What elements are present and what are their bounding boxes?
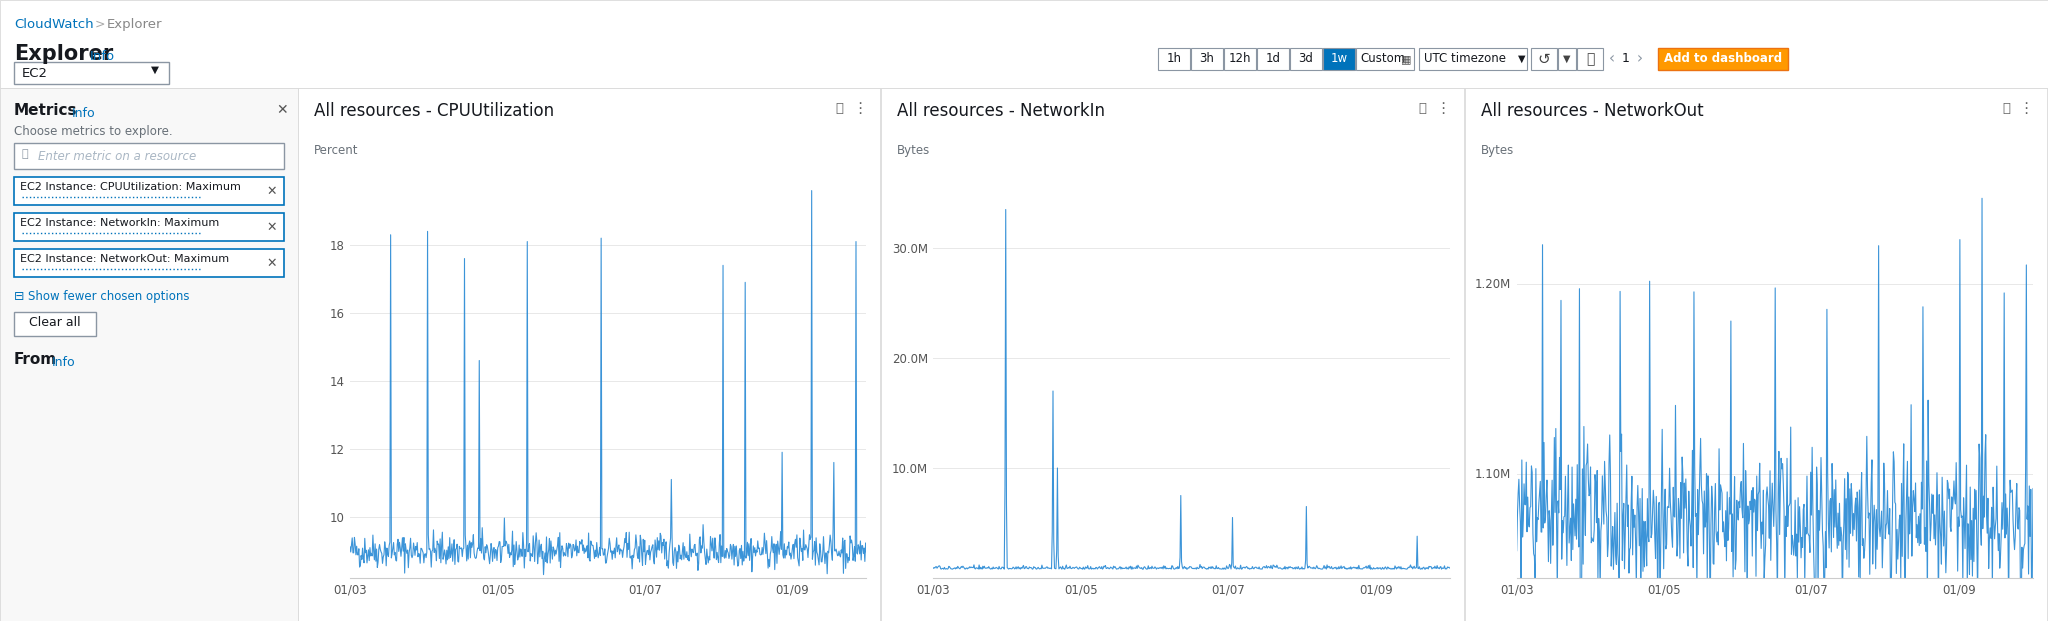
Bar: [1559, 48, 1577, 70]
Bar: [1464, 88, 2048, 621]
Bar: [14, 143, 285, 169]
Text: Enter metric on a resource: Enter metric on a resource: [39, 150, 197, 163]
Text: Info: Info: [90, 50, 115, 63]
Text: All resources - CPUUtilization: All resources - CPUUtilization: [313, 102, 555, 120]
Bar: [1577, 48, 1604, 70]
Text: EC2: EC2: [23, 67, 47, 80]
Text: Metrics: Metrics: [14, 103, 78, 118]
Text: Bytes: Bytes: [1481, 144, 1513, 157]
Bar: [14, 177, 285, 205]
Text: EC2 Instance: NetworkIn: Maximum: EC2 Instance: NetworkIn: Maximum: [20, 218, 219, 228]
Text: 3h: 3h: [1200, 53, 1214, 65]
Text: Choose metrics to explore.: Choose metrics to explore.: [14, 125, 172, 138]
Text: 1w: 1w: [1331, 53, 1348, 65]
Text: Percent: Percent: [313, 144, 358, 157]
Bar: [0, 0, 2048, 88]
Text: ⤢: ⤢: [1585, 52, 1593, 66]
Text: ✕: ✕: [276, 103, 289, 117]
Text: Explorer: Explorer: [106, 18, 162, 31]
Bar: [881, 88, 1464, 621]
Text: ⋮: ⋮: [852, 101, 866, 116]
Text: 1: 1: [1622, 53, 1630, 65]
Text: ⋮: ⋮: [2019, 101, 2034, 116]
Text: Clear all: Clear all: [29, 317, 80, 330]
Text: ›: ›: [1636, 52, 1642, 66]
Text: 3d: 3d: [1298, 53, 1313, 65]
Text: Custom: Custom: [1360, 53, 1405, 65]
Bar: [1257, 48, 1288, 70]
Text: Info: Info: [51, 356, 76, 369]
Text: Show fewer chosen options: Show fewer chosen options: [29, 290, 190, 303]
Text: Info: Info: [72, 107, 96, 120]
Text: ▼: ▼: [152, 65, 160, 75]
Bar: [0, 88, 299, 621]
Text: EC2 Instance: NetworkOut: Maximum: EC2 Instance: NetworkOut: Maximum: [20, 254, 229, 264]
Text: Explorer: Explorer: [14, 44, 113, 64]
Bar: [1157, 48, 1190, 70]
Text: ▼: ▼: [1563, 54, 1571, 64]
Text: All resources - NetworkOut: All resources - NetworkOut: [1481, 102, 1704, 120]
Text: ▼: ▼: [1518, 54, 1526, 64]
Bar: [1356, 48, 1413, 70]
Text: From: From: [14, 352, 57, 367]
Text: EC2 Instance: CPUUtilization: Maximum: EC2 Instance: CPUUtilization: Maximum: [20, 182, 242, 192]
Bar: [1532, 48, 1556, 70]
Bar: [14, 249, 285, 277]
Text: Bytes: Bytes: [897, 144, 930, 157]
Bar: [1419, 48, 1528, 70]
Text: ‹: ‹: [1610, 52, 1616, 66]
Text: 1h: 1h: [1167, 53, 1182, 65]
Text: 1d: 1d: [1266, 53, 1280, 65]
Bar: [1659, 48, 1788, 70]
Text: ⓘ: ⓘ: [1419, 101, 1427, 114]
Text: ⓘ: ⓘ: [2003, 101, 2009, 114]
Text: Add to dashboard: Add to dashboard: [1663, 53, 1782, 65]
Text: ✕: ✕: [266, 184, 276, 197]
Bar: [299, 88, 881, 621]
Text: ✕: ✕: [266, 256, 276, 270]
Text: ⓘ: ⓘ: [836, 101, 844, 114]
Text: ▦: ▦: [1401, 54, 1411, 64]
Bar: [14, 62, 170, 84]
Bar: [1192, 48, 1223, 70]
Text: CloudWatch: CloudWatch: [14, 18, 94, 31]
Bar: [1323, 48, 1356, 70]
Bar: [1225, 48, 1255, 70]
Text: ↺: ↺: [1538, 52, 1550, 66]
Bar: [14, 312, 96, 336]
Text: 🔍: 🔍: [23, 149, 29, 159]
Bar: [1290, 48, 1323, 70]
Text: ⋮: ⋮: [1436, 101, 1450, 116]
Bar: [14, 213, 285, 241]
Text: 12h: 12h: [1229, 53, 1251, 65]
Text: ✕: ✕: [266, 220, 276, 233]
Text: >: >: [94, 18, 106, 31]
Text: UTC timezone: UTC timezone: [1423, 53, 1505, 65]
Text: ⊟: ⊟: [14, 290, 25, 303]
Text: All resources - NetworkIn: All resources - NetworkIn: [897, 102, 1106, 120]
